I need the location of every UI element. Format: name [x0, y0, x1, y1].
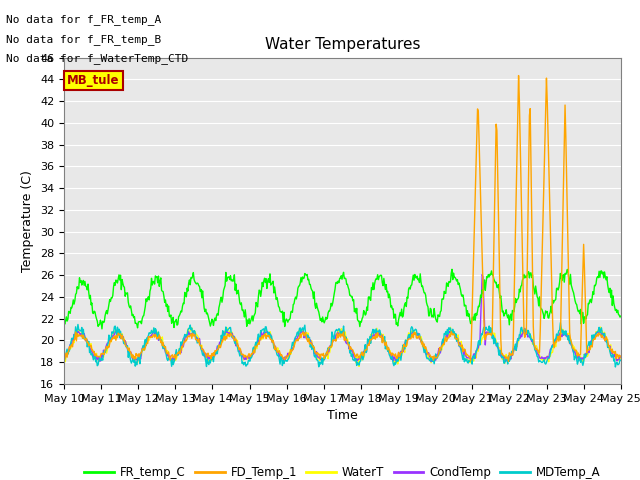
- X-axis label: Time: Time: [327, 409, 358, 422]
- Text: No data for f_WaterTemp_CTD: No data for f_WaterTemp_CTD: [6, 53, 189, 64]
- Y-axis label: Temperature (C): Temperature (C): [22, 170, 35, 272]
- Text: MB_tule: MB_tule: [67, 74, 120, 87]
- Title: Water Temperatures: Water Temperatures: [265, 37, 420, 52]
- Legend: FR_temp_C, FD_Temp_1, WaterT, CondTemp, MDTemp_A: FR_temp_C, FD_Temp_1, WaterT, CondTemp, …: [80, 462, 605, 480]
- Text: No data for f_FR_temp_A: No data for f_FR_temp_A: [6, 14, 162, 25]
- Text: No data for f_FR_temp_B: No data for f_FR_temp_B: [6, 34, 162, 45]
